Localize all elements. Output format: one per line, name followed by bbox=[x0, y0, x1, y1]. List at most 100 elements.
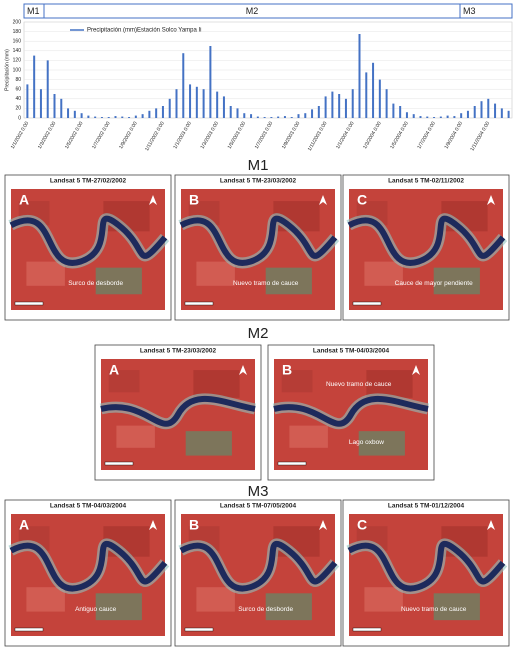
river bbox=[273, 395, 429, 427]
y-tick-label: 120 bbox=[13, 58, 22, 64]
x-tick-label: 1/5/2003 0:00 bbox=[227, 120, 248, 150]
north-arrow bbox=[319, 195, 327, 205]
bar bbox=[412, 114, 415, 118]
bar bbox=[141, 114, 144, 118]
north-arrow bbox=[487, 520, 495, 530]
y-tick-label: 100 bbox=[13, 67, 22, 73]
bar bbox=[67, 108, 70, 118]
annotation: Nuevo tramo de cauce bbox=[401, 606, 467, 613]
y-tick-label: 40 bbox=[15, 96, 21, 102]
annotation: Antiguo cauce bbox=[75, 606, 117, 613]
bar bbox=[250, 114, 253, 118]
bar bbox=[60, 98, 63, 118]
bar bbox=[317, 106, 320, 118]
bar bbox=[155, 108, 158, 118]
field-patch bbox=[364, 587, 403, 612]
image-header: Landsat 5 TM-23/03/2002 bbox=[140, 348, 217, 355]
bar bbox=[466, 110, 469, 118]
scale-bar bbox=[14, 301, 44, 306]
bar bbox=[195, 86, 198, 118]
field-patch bbox=[196, 587, 235, 612]
bar bbox=[189, 84, 192, 118]
bar bbox=[168, 98, 171, 118]
panel-letter: B bbox=[189, 192, 199, 208]
north-arrow bbox=[149, 195, 157, 205]
bar bbox=[46, 60, 49, 118]
image-header: Landsat 5 TM-27/02/2002 bbox=[50, 178, 127, 185]
bar bbox=[385, 89, 388, 118]
bar bbox=[304, 113, 307, 118]
y-tick-label: 20 bbox=[15, 106, 21, 112]
bar bbox=[399, 106, 402, 118]
north-arrow bbox=[319, 520, 327, 530]
bar bbox=[358, 34, 361, 118]
x-tick-label: 1/5/2002 0:00 bbox=[64, 120, 85, 150]
scale-bar bbox=[352, 627, 382, 632]
panel-letter: A bbox=[19, 192, 29, 208]
panel-title: M1 bbox=[248, 157, 269, 174]
x-tick-label: 1/7/2002 0:00 bbox=[91, 120, 112, 150]
north-arrow bbox=[487, 195, 495, 205]
bar bbox=[372, 62, 375, 118]
bar bbox=[487, 98, 490, 118]
bar bbox=[453, 116, 456, 118]
field-patch bbox=[289, 425, 328, 448]
image-header: Landsat 5 TM-02/11/2002 bbox=[388, 178, 464, 185]
river bbox=[9, 541, 168, 592]
image-header: Landsat 5 TM-04/03/2004 bbox=[50, 503, 127, 510]
scale-bar bbox=[184, 627, 214, 632]
x-tick-label: 1/9/2003 0:00 bbox=[281, 120, 302, 150]
image-header: Landsat 5 TM-04/03/2004 bbox=[313, 348, 390, 355]
x-tick-label: 1/11/2002 0:00 bbox=[144, 120, 166, 152]
bar bbox=[324, 96, 327, 118]
panel-letter: A bbox=[19, 517, 29, 533]
panel-letter: B bbox=[282, 362, 292, 378]
y-axis-label: Precipitación (mm) bbox=[4, 49, 10, 91]
bar bbox=[243, 113, 246, 118]
bar bbox=[439, 116, 442, 118]
satellite-image: Landsat 5 TM-23/03/2002 A bbox=[94, 344, 262, 481]
scale-bar bbox=[14, 627, 44, 632]
annotation: Lago oxbow bbox=[349, 439, 384, 446]
bar bbox=[433, 117, 436, 118]
satellite-image: Landsat 5 TM-27/02/2002 A Surco de desbord… bbox=[4, 174, 172, 321]
field-patch bbox=[281, 370, 313, 393]
period-label: M2 bbox=[246, 6, 259, 16]
field-patch bbox=[185, 431, 232, 456]
scale-bar bbox=[104, 461, 134, 466]
bar bbox=[277, 116, 280, 118]
bar bbox=[480, 101, 483, 118]
bar bbox=[311, 109, 314, 118]
bar bbox=[121, 116, 124, 118]
bar bbox=[507, 110, 510, 118]
bar bbox=[222, 96, 225, 118]
satellite-image: Landsat 5 TM-07/05/2004 B Surco de desbord… bbox=[174, 499, 342, 647]
river bbox=[179, 541, 338, 592]
river bbox=[347, 215, 506, 266]
x-tick-label: 1/7/2004 0:00 bbox=[416, 120, 437, 150]
panel-letter: A bbox=[109, 362, 119, 378]
scale-bar bbox=[184, 301, 214, 306]
bar bbox=[73, 110, 76, 118]
panel-letter: C bbox=[357, 517, 367, 533]
bar bbox=[338, 94, 341, 118]
bar bbox=[39, 89, 42, 118]
scale-bar bbox=[277, 461, 307, 466]
bar bbox=[256, 116, 259, 118]
annotation: Surco de desborde bbox=[68, 280, 123, 287]
bar bbox=[80, 113, 83, 118]
bar bbox=[209, 46, 212, 118]
field-patch bbox=[265, 593, 312, 621]
bar bbox=[100, 117, 103, 118]
panel-title: M2 bbox=[248, 325, 269, 342]
annotation: Nuevo tramo de cauce bbox=[326, 381, 392, 388]
bar bbox=[460, 113, 463, 118]
y-tick-label: 180 bbox=[13, 29, 22, 35]
bar bbox=[148, 110, 151, 118]
bar bbox=[53, 94, 56, 118]
period-label: M3 bbox=[463, 6, 476, 16]
bar bbox=[405, 112, 408, 118]
bar bbox=[33, 55, 36, 118]
image-header: Landsat 5 TM-01/12/2004 bbox=[388, 503, 465, 510]
annotation: Surco de desborde bbox=[238, 606, 293, 613]
